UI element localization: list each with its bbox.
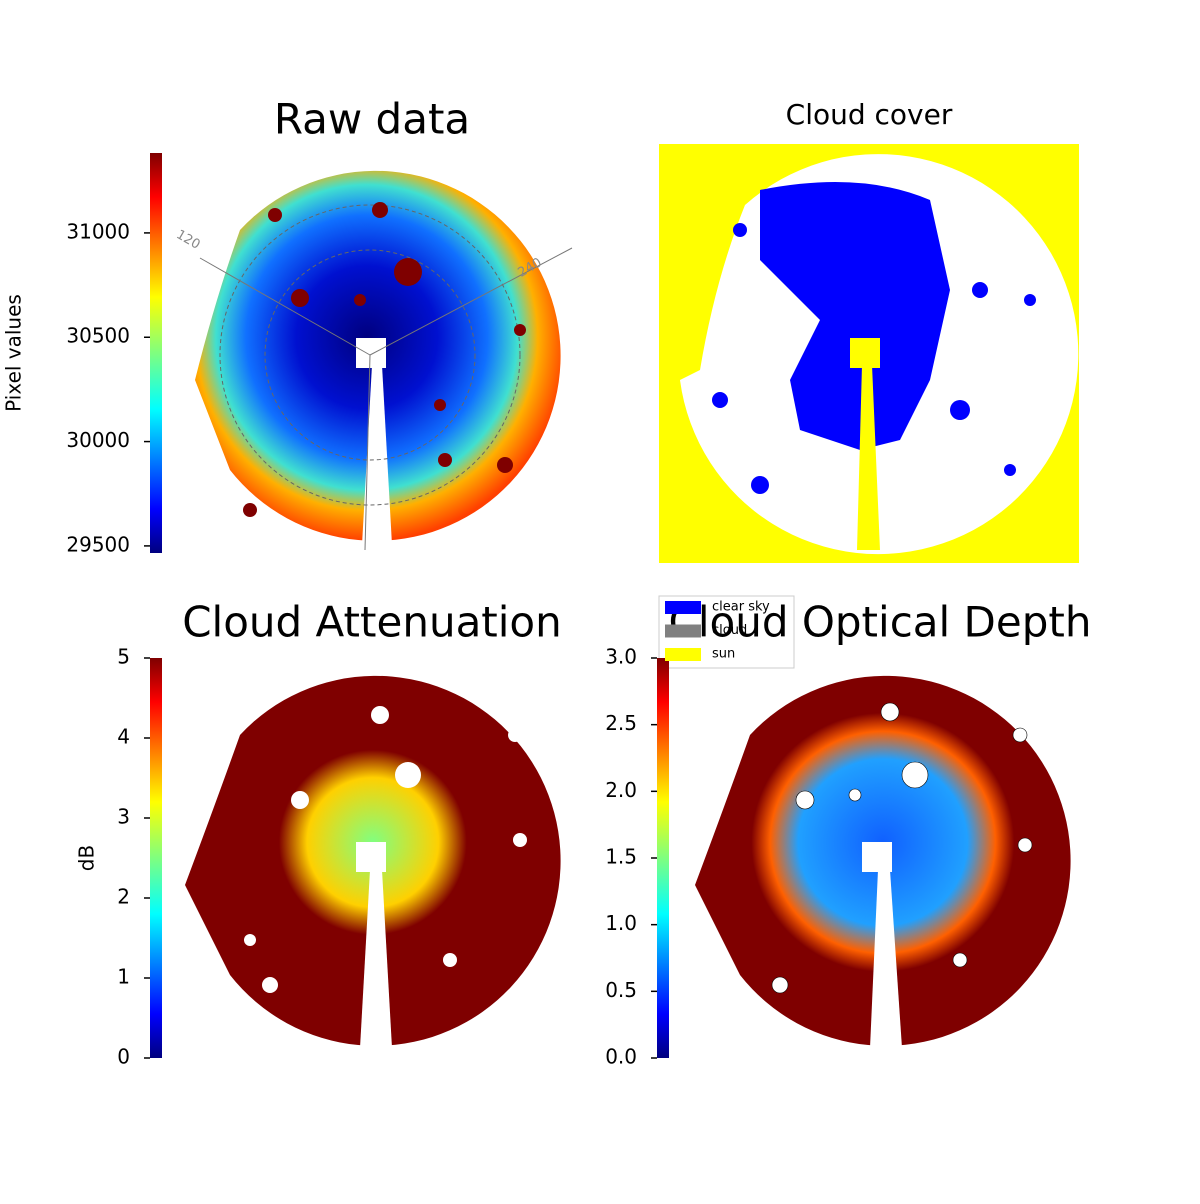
tick-label: 30000 [66, 428, 130, 452]
tick-label: 0 [117, 1045, 130, 1069]
colorbar [657, 658, 669, 1058]
tick-label: 2.5 [605, 711, 637, 735]
panel-title: Raw data [274, 95, 470, 144]
colorbar-label: Pixel values [2, 294, 26, 412]
tick-label: 29500 [66, 532, 130, 556]
colorbar [150, 658, 162, 1058]
tick-label: 5 [117, 645, 130, 669]
tick-label: 2.0 [605, 778, 637, 802]
tick-label: 30500 [66, 324, 130, 348]
tick-label: 31000 [66, 219, 130, 243]
tick-label: 1.0 [605, 911, 637, 935]
tick-label: 3 [117, 805, 130, 829]
panel-title: Cloud Attenuation [182, 598, 562, 647]
tick-label: 2 [117, 885, 130, 909]
legend-swatch [665, 601, 701, 614]
tick-label: 4 [117, 725, 130, 749]
tick-label: 1.5 [605, 845, 637, 869]
tick-label: 0.5 [605, 978, 637, 1002]
raw-image [195, 170, 573, 551]
colorbar [150, 153, 162, 553]
optical-depth-image [695, 675, 1071, 1048]
tick-label: 0.0 [605, 1045, 637, 1069]
colorbar-label: dB [75, 845, 99, 871]
panel-title: Cloud cover [786, 98, 953, 131]
polar-label: 120 [173, 227, 202, 252]
legend-swatch [665, 624, 701, 638]
tick-label: 3.0 [605, 645, 637, 669]
attenuation-image [185, 675, 561, 1048]
legend-label: sun [712, 647, 735, 662]
legend-swatch [665, 648, 701, 661]
cloud-cover-image [659, 144, 1079, 563]
panel-title: Cloud Optical Depth [669, 598, 1092, 647]
legend-label: clear sky [712, 600, 770, 615]
legend-label: cloud [712, 623, 747, 638]
tick-label: 1 [117, 965, 130, 989]
